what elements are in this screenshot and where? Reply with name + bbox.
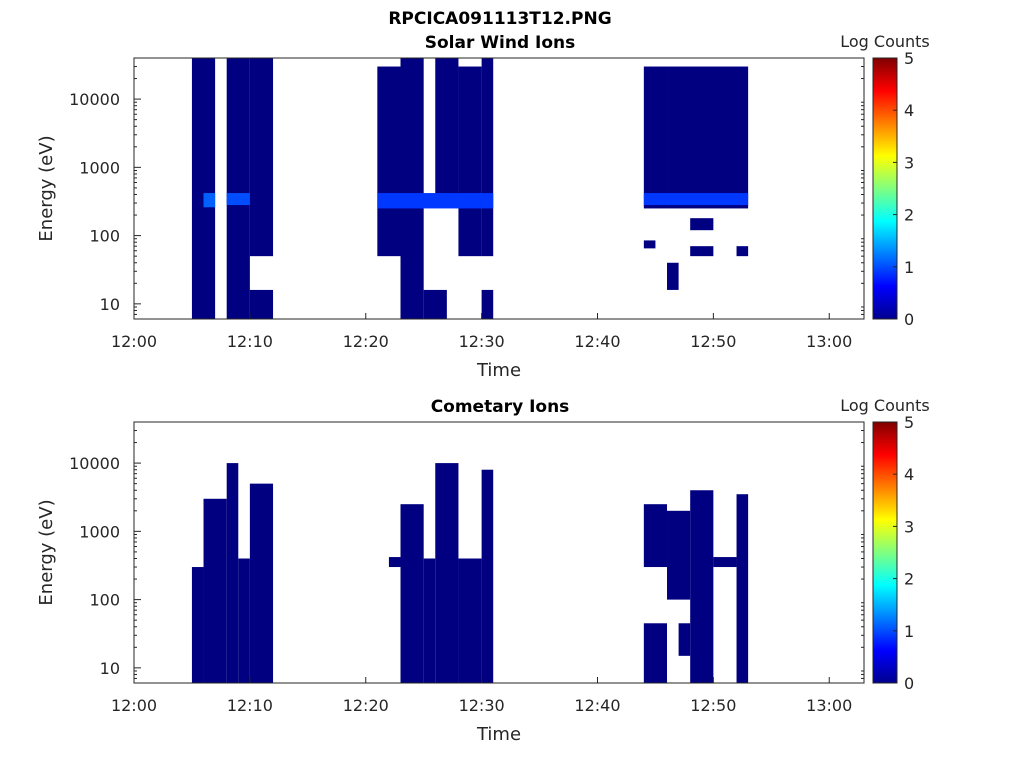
x-tick-label: 12:20: [343, 696, 389, 715]
colorbar-tick-label: 1: [904, 622, 914, 641]
heatmap-cell: [377, 193, 494, 209]
y-tick-label: 10: [100, 295, 120, 314]
y-tick-label: 10000: [69, 90, 120, 109]
heatmap-cell: [458, 66, 482, 257]
heatmap-cell: [643, 504, 668, 568]
heatmap-cell: [191, 567, 204, 683]
colorbar-tick-label: 1: [904, 258, 914, 277]
panel-solar-wind-ions: Solar Wind Ions 12:00 12:10 12:20 12:30 12:4…: [36, 32, 930, 381]
panel-cometary-ions: Cometary Ions 12:00 12:10 12:20 12:30 12:40 1…: [36, 396, 930, 745]
colorbar-tick-label: 4: [904, 101, 914, 120]
heatmap-cell: [458, 558, 482, 683]
heatmap-cell: [400, 504, 424, 683]
x-tick-label: 13:00: [806, 696, 852, 715]
heatmap-cell: [667, 66, 749, 209]
heatmap-cell: [203, 193, 216, 208]
heatmap-cell: [643, 240, 656, 249]
heatmap-cells: [191, 463, 749, 683]
heatmap-cell: [690, 246, 714, 257]
colorbar-label: Log Counts: [840, 32, 930, 51]
colorbar-tick-label: 2: [904, 206, 914, 225]
heatmap-cell: [481, 58, 494, 257]
heatmap-cell: [238, 558, 250, 683]
heatmap-cell: [435, 58, 459, 195]
x-tick-label: 12:30: [459, 696, 505, 715]
panel-title: Cometary Ions: [431, 397, 570, 417]
heatmap-cell: [423, 558, 436, 683]
y-axis-ticks: 10 100 1000 10000: [69, 66, 864, 315]
x-axis-label: Time: [476, 724, 521, 745]
heatmap-cell: [435, 463, 459, 683]
x-tick-label: 12:30: [459, 332, 505, 351]
heatmap-cell: [191, 58, 216, 319]
heatmap-cell: [249, 483, 274, 683]
x-tick-label: 12:20: [343, 332, 389, 351]
heatmap-cell: [377, 66, 401, 257]
x-tick-label: 12:50: [690, 696, 736, 715]
heatmap-cell: [226, 463, 239, 683]
colorbar-tick-label: 2: [904, 570, 914, 589]
heatmap-cell: [249, 289, 274, 319]
x-tick-label: 12:50: [690, 332, 736, 351]
y-tick-label: 10: [100, 659, 120, 678]
heatmap-cell: [481, 289, 494, 319]
colorbar-tick-label: 0: [904, 674, 914, 693]
y-tick-label: 1000: [79, 158, 120, 177]
heatmap-cell: [388, 557, 401, 568]
colorbar: [872, 57, 898, 320]
heatmap-cell: [678, 623, 691, 656]
heatmap-cell: [643, 623, 668, 683]
x-tick-label: 12:10: [227, 696, 273, 715]
colorbar-tick-label: 3: [904, 153, 914, 172]
x-tick-label: 13:00: [806, 332, 852, 351]
colorbar-tick-label: 0: [904, 310, 914, 329]
heatmap-cell: [249, 58, 274, 257]
heatmap-cell: [690, 218, 714, 231]
heatmap-cell: [713, 557, 737, 568]
colorbar-ticks: 0 1 2 3 4 5: [893, 49, 914, 329]
panel-title: Solar Wind Ions: [425, 33, 576, 53]
colorbar-tick-label: 3: [904, 517, 914, 536]
heatmap-cell: [667, 510, 691, 600]
colorbar-tick-label: 4: [904, 465, 914, 484]
heatmap-cell: [203, 498, 227, 683]
heatmap-cell: [226, 193, 250, 206]
y-tick-label: 10000: [69, 454, 120, 473]
x-axis-ticks: 12:00 12:10 12:20 12:30 12:40 12:50 13:00: [111, 313, 852, 351]
plot-frame: [133, 421, 865, 684]
figure-title: RPCICA091113T12.PNG: [388, 9, 611, 29]
x-tick-label: 12:00: [111, 696, 157, 715]
heatmap-cell: [643, 66, 668, 209]
x-tick-label: 12:40: [574, 696, 620, 715]
heatmap-cell: [481, 469, 494, 683]
y-tick-label: 100: [89, 591, 120, 610]
heatmap-cell: [643, 193, 749, 206]
heatmap-cell: [226, 58, 250, 319]
colorbar-tick-label: 5: [904, 413, 914, 432]
heatmap-cells: [191, 58, 749, 319]
heatmap-cell: [400, 58, 424, 319]
y-tick-label: 1000: [79, 522, 120, 541]
heatmap-cell: [736, 494, 749, 683]
x-axis-ticks: 12:00 12:10 12:20 12:30 12:40 12:50 13:00: [111, 677, 852, 715]
y-tick-label: 100: [89, 227, 120, 246]
y-axis-label: Energy (eV): [36, 135, 57, 241]
x-tick-label: 12:40: [574, 332, 620, 351]
y-axis-label: Energy (eV): [36, 499, 57, 605]
heatmap-cell: [423, 289, 447, 319]
y-axis-ticks: 10 100 1000 10000: [69, 430, 864, 679]
plot-frame: [133, 57, 865, 320]
colorbar-label: Log Counts: [840, 396, 930, 415]
x-tick-label: 12:10: [227, 332, 273, 351]
colorbar-ticks: 0 1 2 3 4 5: [893, 413, 914, 693]
x-axis-label: Time: [476, 360, 521, 381]
colorbar-tick-label: 5: [904, 49, 914, 68]
heatmap-cell: [736, 246, 749, 257]
heatmap-cell: [667, 262, 679, 290]
colorbar: [872, 421, 898, 684]
x-tick-label: 12:00: [111, 332, 157, 351]
heatmap-cell: [690, 490, 714, 683]
